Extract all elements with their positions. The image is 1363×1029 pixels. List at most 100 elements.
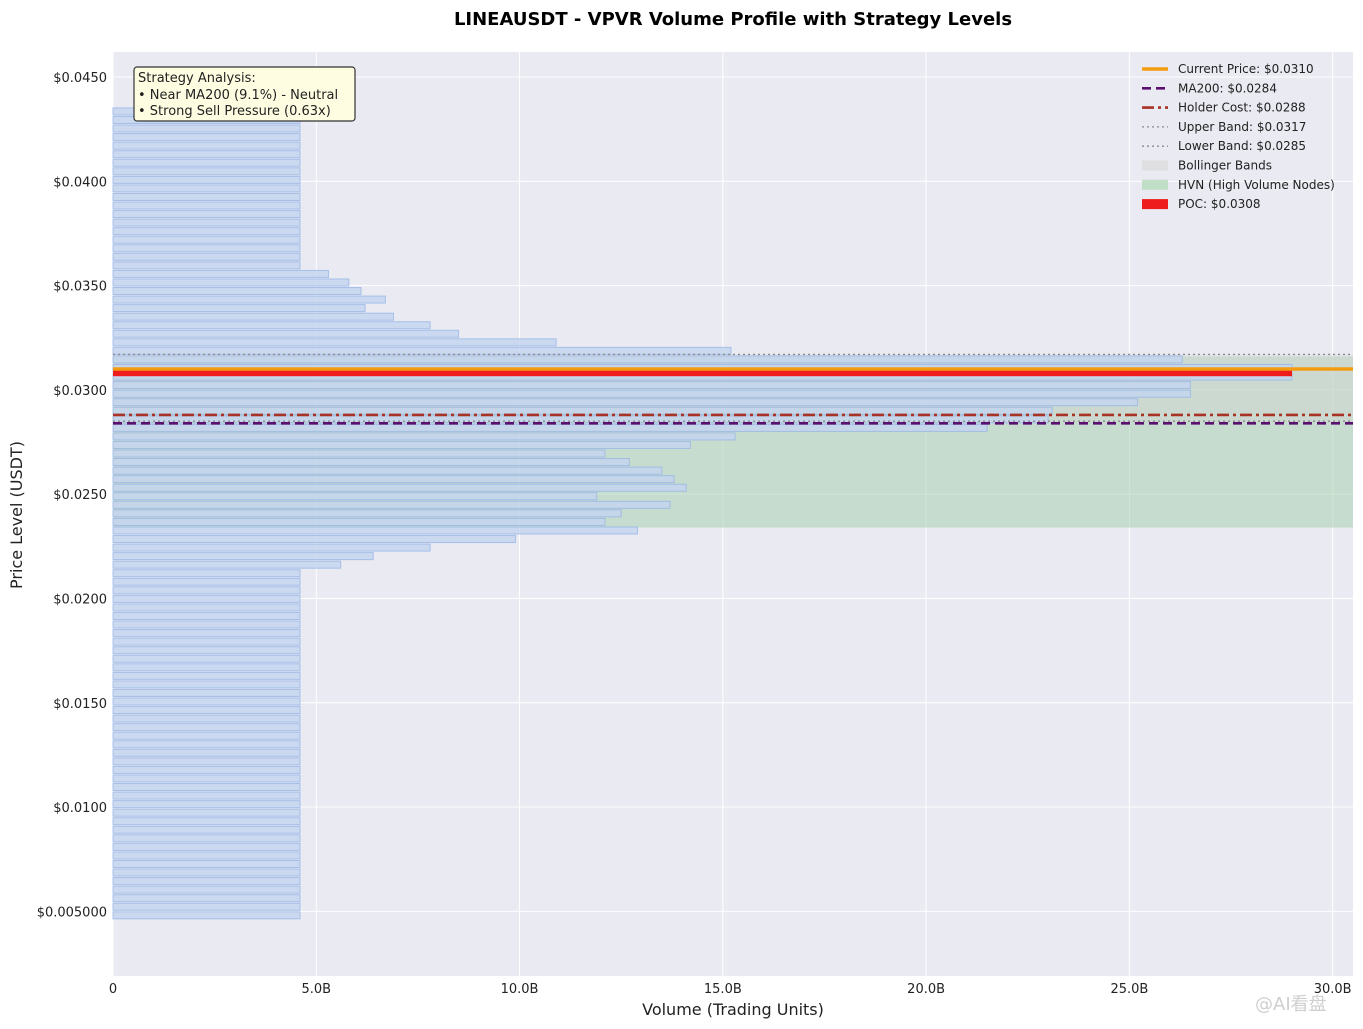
volume-bar <box>112 398 1139 407</box>
volume-bar <box>112 706 301 715</box>
y-axis-ticks: $0.005000 $0.0100 $0.0150 $0.0200 $0.0250 $0.… <box>37 71 107 920</box>
volume-bar <box>112 603 301 612</box>
volume-bar <box>112 475 675 484</box>
volume-bar <box>112 697 301 706</box>
volume-bar <box>112 868 301 877</box>
legend: Current Price: $0.0310 MA200: $0.0284 Hold… <box>1142 62 1335 211</box>
volume-bar <box>112 594 301 603</box>
volume-bar <box>112 184 301 193</box>
volume-bar <box>112 261 301 270</box>
volume-bar <box>112 859 301 868</box>
y-tick-label: $0.0200 <box>53 592 107 607</box>
volume-bar <box>112 688 301 697</box>
volume-bar <box>112 740 301 749</box>
volume-bar <box>112 800 301 809</box>
volume-bar <box>112 714 301 723</box>
y-tick-label: $0.0100 <box>53 801 107 816</box>
volume-bar <box>112 287 362 296</box>
volume-bar <box>112 586 301 595</box>
volume-bar <box>112 885 301 894</box>
volume-bar <box>112 629 301 638</box>
gridlines <box>112 52 1353 976</box>
volume-bar <box>112 150 301 159</box>
volume-bar <box>112 295 386 304</box>
volume-bar <box>112 483 687 492</box>
x-tick-label: 5.0B <box>301 982 331 997</box>
volume-bar <box>112 227 301 236</box>
legend-label: MA200: $0.0284 <box>1178 81 1277 95</box>
y-tick-label: $0.0300 <box>53 384 107 399</box>
volume-bar <box>112 842 301 851</box>
x-tick-label: 25.0B <box>1110 982 1148 997</box>
volume-bar <box>112 611 301 621</box>
volume-bar <box>112 569 301 578</box>
legend-label: Lower Band: $0.0285 <box>1178 139 1306 153</box>
volume-bar <box>112 577 301 586</box>
legend-label: Current Price: $0.0310 <box>1178 62 1314 76</box>
volume-bar <box>112 133 301 142</box>
volume-bar <box>112 552 374 561</box>
volume-bar <box>112 141 301 150</box>
volume-bar <box>112 440 691 449</box>
legend-swatch <box>1142 199 1168 210</box>
y-tick-label: $0.0450 <box>53 71 107 86</box>
volume-bar <box>112 252 301 261</box>
volume-bar <box>112 406 1053 415</box>
volume-bar <box>112 278 350 287</box>
volume-bar <box>112 783 301 792</box>
volume-bar <box>112 680 301 689</box>
x-tick-label: 15.0B <box>704 982 742 997</box>
legend-label: HVN (High Volume Nodes) <box>1178 178 1335 192</box>
volume-bar <box>112 817 301 826</box>
volume-bar <box>112 509 622 518</box>
strategy-analysis-box: Strategy Analysis: • Near MA200 (9.1%) -… <box>133 66 356 122</box>
volume-bar <box>112 774 301 783</box>
volume-bar <box>112 723 301 732</box>
volume-bar <box>112 124 301 133</box>
volume-bar <box>112 765 301 774</box>
volume-bar <box>112 381 1191 390</box>
volume-bar <box>112 671 301 680</box>
volume-bar <box>112 808 301 817</box>
volume-bar <box>112 637 301 646</box>
volume-bar <box>112 492 598 501</box>
x-axis-label: Volume (Trading Units) <box>642 1000 824 1019</box>
volume-bar <box>112 458 630 467</box>
legend-label: POC: $0.0308 <box>1178 197 1261 211</box>
volume-bar <box>112 731 301 740</box>
y-axis-label: Price Level (USDT) <box>7 441 26 589</box>
volume-bar <box>112 167 301 176</box>
volume-bar <box>112 175 301 184</box>
legend-label: Bollinger Bands <box>1178 159 1272 173</box>
y-tick-label: $0.0350 <box>53 280 107 295</box>
y-tick-label: $0.005000 <box>37 905 107 920</box>
volume-bar <box>112 526 638 535</box>
annotation-line-2: • Near MA200 (9.1%) - Neutral <box>138 88 338 103</box>
volume-bar <box>112 851 301 860</box>
volume-bar <box>112 757 301 766</box>
volume-bar <box>112 338 557 347</box>
volume-bar <box>112 389 1191 398</box>
volume-bar <box>112 663 301 672</box>
volume-bar <box>112 894 301 903</box>
volume-bar <box>112 834 301 843</box>
annotation-line-1: Strategy Analysis: <box>138 71 256 86</box>
volume-bar <box>112 201 301 210</box>
volume-bar <box>112 423 988 432</box>
legend-label: Holder Cost: $0.0288 <box>1178 101 1306 115</box>
x-tick-label: 20.0B <box>907 982 945 997</box>
volume-bar <box>112 244 301 253</box>
poc-bar <box>113 370 1293 377</box>
volume-bar <box>112 646 301 655</box>
x-tick-label: 10.0B <box>501 982 539 997</box>
volume-bar <box>112 432 736 441</box>
x-tick-label: 30.0B <box>1314 982 1352 997</box>
y-tick-label: $0.0400 <box>53 175 107 190</box>
volume-bar <box>112 218 301 227</box>
volume-bar <box>112 304 366 313</box>
legend-swatch <box>1142 160 1168 171</box>
volume-bar <box>112 748 301 757</box>
volume-bar <box>112 192 301 201</box>
volume-bar <box>112 560 342 569</box>
